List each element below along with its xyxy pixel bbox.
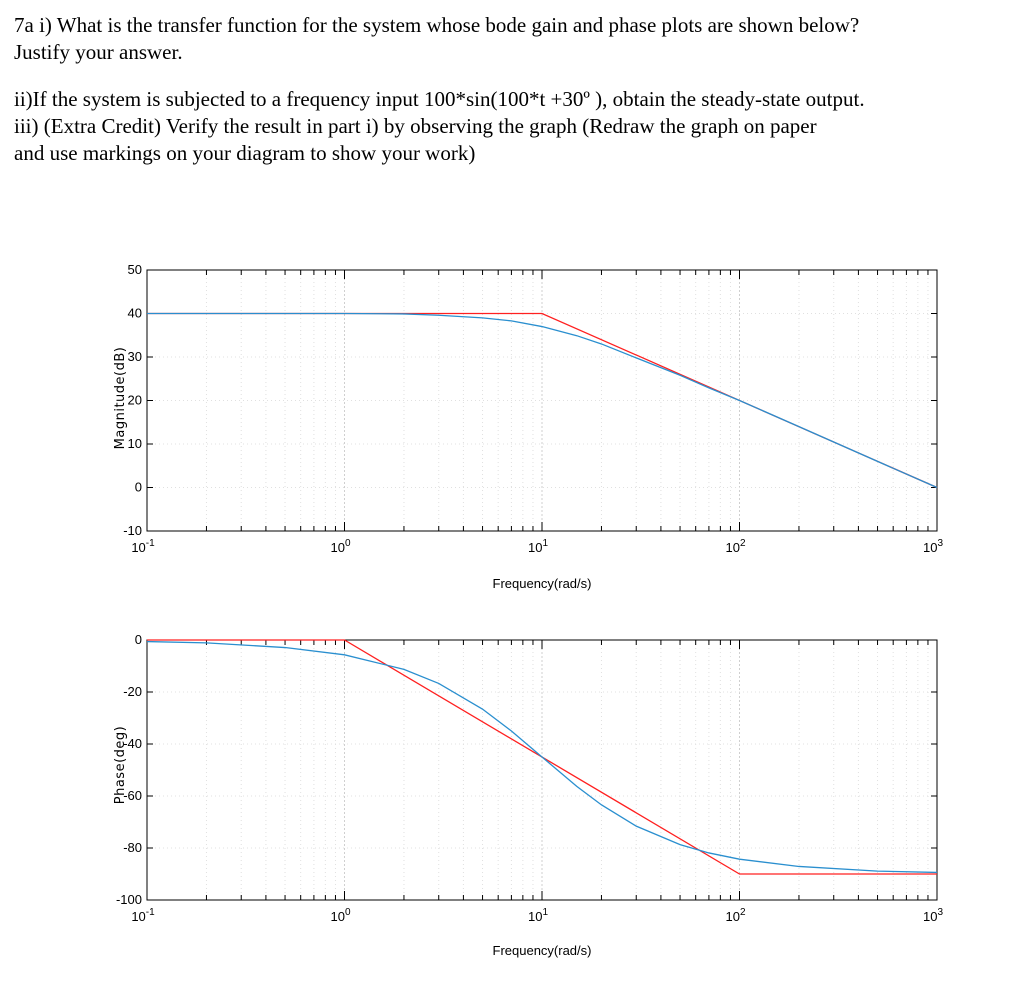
magnitude-ylabel: Magnitude(dB) [113,347,128,450]
question-line-4: iii) (Extra Credit) Verify the result in… [14,114,817,138]
magnitude-ytick-label: 0 [135,480,142,495]
phase-ytick-label: -20 [123,684,142,699]
phase-frame [146,639,938,901]
magnitude-xtick-label: 10-1 [131,538,155,555]
phase-ytick-label: -40 [123,736,142,751]
question-line-1: 7a i) What is the transfer function for … [14,13,860,37]
phase-ylabel: Phase(deg) [113,726,128,804]
magnitude-xtick-label: 102 [725,538,745,555]
magnitude-ytick-label: -10 [123,523,142,538]
magnitude-ytick-label: 40 [128,306,142,321]
magnitude-ytick-label: 10 [128,436,142,451]
phase-grid [146,639,938,901]
question-line-5: and use markings on your diagram to show… [14,141,476,165]
magnitude-ytick-label: 30 [128,349,142,364]
phase-xtick-label: 102 [725,907,745,924]
phase-xtick-label: 100 [330,907,350,924]
magnitude-ytick-label: 20 [128,393,142,408]
phase-xtick-label: 101 [528,907,548,924]
phase-xtick-label: 10-1 [131,907,155,924]
question-line-2: Justify your answer. [14,40,183,64]
phase-ytick-label: 0 [135,632,142,647]
magnitude-plot: Magnitude(dB) Frequency(rad/s) 50 40 30 20 1… [113,262,943,591]
phase-ytick-label: -100 [116,892,142,907]
magnitude-xlabel: Frequency(rad/s) [493,576,592,591]
magnitude-xtick-label: 101 [528,538,548,555]
question-line-3: ii)If the system is subjected to a frequ… [14,87,865,111]
phase-xtick-label: 103 [923,907,943,924]
magnitude-xtick-label: 103 [923,538,943,555]
phase-actual-line [146,640,938,874]
magnitude-grid [146,269,938,532]
magnitude-actual-line [147,312,938,489]
question-text: 7a i) What is the transfer function for … [14,12,1004,167]
magnitude-ytick-label: 50 [128,262,142,277]
phase-plot: Phase(deg) Frequency(rad/s) 0 -20 -40 -60 -8… [113,632,943,958]
phase-ytick-label: -60 [123,788,142,803]
phase-xlabel: Frequency(rad/s) [493,943,592,958]
magnitude-frame [146,269,938,532]
magnitude-xtick-label: 100 [330,538,350,555]
phase-ytick-label: -80 [123,840,142,855]
